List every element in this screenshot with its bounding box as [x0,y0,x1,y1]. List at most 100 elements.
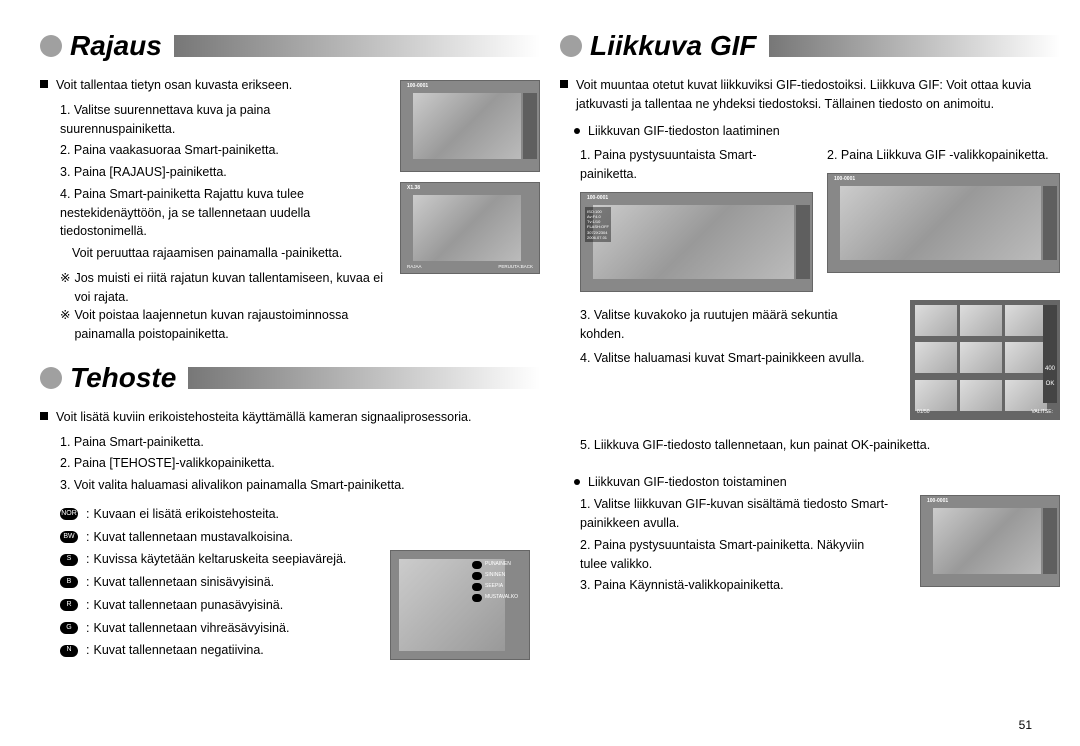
thumb [1005,305,1047,336]
gif-play-screen: 100-0001 [920,495,1060,587]
screen-header: 100-0001 [407,83,428,91]
bullet-decor [40,367,62,389]
rajaus-screen-2: X1.38 RAJAA PERUUTA:BACK [400,182,540,274]
step-text: Valitse liikkuvan GIF-kuvan sisältämä ti… [580,497,888,530]
effect-icon: S [60,554,78,566]
effect-icon: G [60,622,78,634]
effect-icon: B [60,576,78,588]
effect-row: NOR:Kuvaan ei lisätä erikoistehosteita. [60,505,540,524]
bullet-decor [560,35,582,57]
menu-label: MUSTAVALKO [485,594,518,602]
screen-sidebar [523,93,537,159]
bullet-decor [40,35,62,57]
overlay-line: 3072X2304 [587,230,609,235]
step-text: Paina [RAJAUS]-painiketta. [74,165,227,179]
step-text: Valitse haluamasi kuvat Smart-painikkeen… [594,351,865,365]
step-text: Paina pystysuuntaista Smart-painiketta. [580,148,756,181]
section-header-tehoste: Tehoste [40,362,540,394]
square-bullet [560,80,568,88]
step-text: Paina [TEHOSTE]-valikkopainiketta. [74,456,275,470]
two-up: 1. Paina pystysuuntaista Smart-painikett… [580,146,1060,292]
intro-text: Voit lisätä kuviin erikoistehosteita käy… [56,408,540,427]
screen-sidebar [796,205,810,279]
square-bullet [40,80,48,88]
screen-image [593,205,794,279]
asterisk-icon: ※ [60,269,70,307]
thumb [915,380,957,411]
thumb [915,342,957,373]
step-text: Valitse suurennettava kuva ja paina suur… [60,103,270,136]
screen-header: X1.38 [407,185,420,193]
header-fade [769,35,1061,57]
step-4: 4. Valitse haluamasi kuvat Smart-painikk… [580,349,880,368]
step-text: Voit valita haluamasi alivalikon painama… [74,478,405,492]
step-text: Paina Käynnistä-valikkopainiketta. [594,578,784,592]
gif-screen-1: 100-0001 ISO:100 Av:F4.0 Tv:1/10 FLASH:O… [580,192,813,292]
thumb [1005,380,1047,411]
play-step-2: 2. Paina pystysuuntaista Smart-painikett… [580,536,890,574]
step-text: Paina Smart-painiketta Rajattu kuva tule… [60,187,310,239]
page-number: 51 [1019,718,1032,732]
step-text: Valitse kuvakoko ja ruutujen määrä sekun… [580,308,838,341]
menu-label: SEEPIA [485,583,503,591]
overlay-line: 2006.07.01 [587,235,609,240]
grid-sidebar: 400OK [1043,305,1057,403]
overlay-line: FLASH:OFF [587,224,609,229]
step-1: 1. Paina Smart-painiketta. [60,433,540,452]
effect-icon: BW [60,531,78,543]
left-column: Rajaus Voit tallentaa tietyn osan kuvast… [40,30,540,664]
create-heading: Liikkuvan GIF-tiedoston laatiminen [574,122,1060,141]
section-title: Rajaus [70,30,162,62]
effect-icon: R [60,599,78,611]
screen-menu: PUNAINEN SININEN SEEPIA MUSTAVALKO [472,561,526,605]
tehoste-body: Voit lisätä kuviin erikoistehosteita käy… [40,408,540,660]
menu-icon [472,583,482,591]
effect-text: Kuvat tallennetaan negatiivina. [93,641,263,660]
cancel-note: Voit peruuttaa rajaamisen painamalla -pa… [72,244,382,263]
effect-text: Kuvat tallennetaan punasävyisinä. [93,596,283,615]
effect-text: Kuvaan ei lisätä erikoistehosteita. [93,505,279,524]
menu-icon [472,594,482,602]
note-text: Voit poistaa laajennetun kuvan rajaustoi… [74,306,384,344]
thumb [960,305,1002,336]
dot-icon [574,479,580,485]
menu-icon [472,572,482,580]
dot-icon [574,128,580,134]
heading-text: Liikkuvan GIF-tiedoston laatiminen [588,122,780,141]
step-3: 3. Voit valita haluamasi alivalikon pain… [60,476,540,495]
step-1: 1. Valitse suurennettava kuva ja paina s… [60,101,360,139]
menu-label: SININEN [485,572,505,580]
note-text: Jos muisti ei riitä rajatun kuvan tallen… [74,269,384,307]
side-val: 400 [1043,365,1057,374]
tehoste-screen: PUNAINEN SININEN SEEPIA MUSTAVALKO [390,550,530,660]
step-text: Paina Smart-painiketta. [74,435,204,449]
grid-count: 01/50 [917,409,930,417]
section-header-gif: Liikkuva GIF [560,30,1060,62]
thumb [915,305,957,336]
screen-image [413,195,521,261]
header-fade [188,367,540,389]
gif-screen-2: 100-0001 [827,173,1060,273]
step-text: Paina Liikkuva GIF -valikkopainiketta. [841,148,1049,162]
screen-header: 100-0001 [834,176,855,184]
effect-list: NOR:Kuvaan ei lisätä erikoistehosteita. … [60,505,540,660]
footer-right: PERUUTA:BACK [498,264,533,271]
asterisk-icon: ※ [60,306,70,344]
step-2: 2. Paina Liikkuva GIF -valikkopainiketta… [827,146,1060,165]
thumb [1005,342,1047,373]
effect-text: Kuvat tallennetaan mustavalkoisina. [93,528,292,547]
play-step-1: 1. Valitse liikkuvan GIF-kuvan sisältämä… [580,495,890,533]
footer-left: RAJAA [407,264,422,271]
right-column: Liikkuva GIF Voit muuntaa otetut kuvat l… [560,30,1060,605]
rajaus-body: Voit tallentaa tietyn osan kuvasta eriks… [40,76,540,344]
heading-text: Liikkuvan GIF-tiedoston toistaminen [588,473,787,492]
screen-header: 100-0001 [927,498,948,506]
effect-text: Kuvat tallennetaan vihreäsävyisinä. [93,619,289,638]
screen-overlay: ISO:100 Av:F4.0 Tv:1/10 FLASH:OFF 3072X2… [585,207,611,242]
gif-body: Voit muuntaa otetut kuvat liikkuviksi GI… [560,76,1060,605]
screen-sidebar [1043,508,1057,574]
note-2: ※Voit poistaa laajennetun kuvan rajausto… [60,306,540,344]
section-title: Liikkuva GIF [590,30,757,62]
intro-bullet: Voit lisätä kuviin erikoistehosteita käy… [40,408,540,427]
intro-bullet: Voit muuntaa otetut kuvat liikkuviksi GI… [560,76,1060,114]
